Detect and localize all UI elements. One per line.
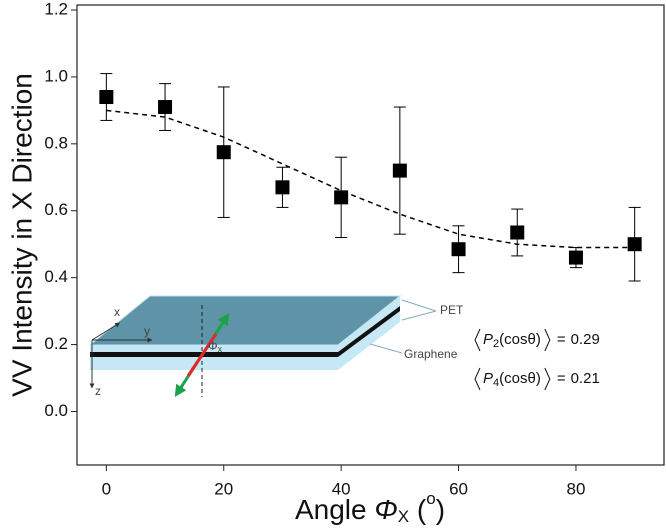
y-tick-label: 0.0 [44, 401, 68, 420]
x-label-part: Angle [295, 494, 374, 525]
graphene-side [338, 306, 400, 357]
argument: (cosθ) [499, 370, 541, 387]
y-tick-label: 1.0 [44, 66, 68, 85]
y-tick-label: 0.6 [44, 200, 68, 219]
graphene-label: Graphene [404, 347, 458, 361]
annotation-value: = 0.29 [557, 331, 600, 348]
phi: Φ [208, 339, 218, 353]
y-axis-label: VV Intensity in X Direction [6, 73, 37, 397]
angle-bracket [544, 367, 551, 391]
x-tick-label: 0 [102, 479, 111, 498]
y-label: y [144, 324, 150, 338]
annotation-value: = 0.21 [557, 370, 600, 387]
x-label-part: ( [409, 494, 427, 525]
point [392, 163, 407, 178]
fit-line [106, 109, 635, 249]
axis-x [91, 322, 121, 341]
index: 2 [493, 338, 499, 350]
x-label-part: ) [436, 494, 445, 525]
point [568, 250, 583, 265]
inset-diagram: x y z Φx PET Graphene [88, 295, 464, 398]
index: 4 [493, 377, 499, 389]
graphene-leader [369, 343, 403, 354]
value: 0.21 [571, 370, 600, 387]
point [627, 237, 642, 252]
x-tick-label: 40 [332, 479, 351, 498]
annotation: P2(cosθ) [483, 331, 541, 350]
y-tick-label: 1.2 [44, 0, 68, 19]
plot-frame [76, 4, 665, 466]
pet-label: PET [440, 303, 464, 317]
x-label-part: X [398, 507, 409, 526]
x-label-part: o [426, 489, 435, 508]
angle-bracket [544, 328, 551, 352]
x-axis-label: Angle ΦX (o) [295, 489, 445, 526]
y-tick-label: 0.2 [44, 334, 68, 353]
relation: = [557, 331, 566, 348]
point [451, 242, 466, 257]
pet-leader [401, 310, 437, 321]
pet-leader [401, 299, 437, 312]
point [216, 145, 231, 160]
phi-label: Φx [208, 339, 223, 354]
point [334, 190, 349, 205]
angle-bracket [474, 328, 481, 352]
x-tick-label: 80 [566, 479, 585, 498]
symbol: P [483, 370, 493, 387]
argument: (cosθ) [499, 331, 541, 348]
angle-bracket [474, 367, 481, 391]
y-tick-label: 0.4 [44, 267, 68, 286]
point [510, 225, 525, 240]
relation: = [557, 370, 566, 387]
z-label: z [95, 384, 101, 398]
x-label-part: Φ [374, 494, 397, 525]
x-tick-label: 20 [214, 479, 233, 498]
point [158, 100, 173, 115]
phi-sub: x [218, 344, 223, 354]
point [275, 180, 290, 195]
value: 0.29 [571, 331, 600, 348]
symbol: P [483, 331, 493, 348]
point [99, 90, 114, 104]
x-tick-label: 60 [449, 479, 468, 498]
x-label: x [114, 305, 120, 319]
annotation: P4(cosθ) [483, 370, 541, 389]
dipole-red [186, 333, 218, 377]
y-tick-label: 0.8 [44, 133, 68, 152]
